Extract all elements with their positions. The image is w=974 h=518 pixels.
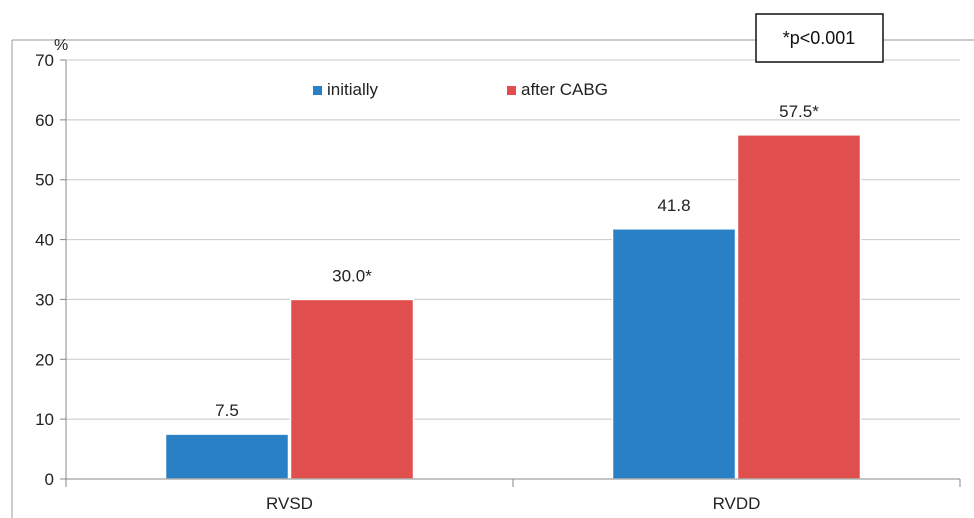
y-tick-label: 40 <box>35 231 54 250</box>
bar-rvsd-initially <box>164 433 290 480</box>
y-tick-label: 70 <box>35 51 54 70</box>
bar-rvsd-after-cabg <box>289 298 415 480</box>
data-label: 7.5 <box>215 401 239 420</box>
y-tick-label: 30 <box>35 290 54 309</box>
y-tick-label: 50 <box>35 171 54 190</box>
data-label: 30.0* <box>332 266 372 285</box>
legend-label: initially <box>327 80 379 99</box>
data-label: 41.8 <box>657 196 690 215</box>
significance-note-text: *p<0.001 <box>783 28 856 48</box>
data-label: 57.5* <box>779 102 819 121</box>
bar-rvdd-after-cabg <box>736 134 862 480</box>
legend: initially after CABG <box>313 80 608 99</box>
y-tick-label: 60 <box>35 111 54 130</box>
bars <box>164 134 862 480</box>
data-labels: 7.5 30.0* 41.8 57.5* <box>215 102 819 420</box>
legend-swatch <box>313 86 322 95</box>
significance-note-box <box>755 13 884 63</box>
legend-label: after CABG <box>521 80 608 99</box>
bar-rvdd-initially <box>611 228 737 480</box>
y-axis-unit-label: % <box>54 37 68 54</box>
y-tick-label: 0 <box>45 470 54 489</box>
x-axis-categories: RVSD RVDD <box>266 494 760 513</box>
significance-note: *p<0.001 <box>755 13 884 63</box>
y-tick-label: 10 <box>35 410 54 429</box>
y-tick-label: 20 <box>35 350 54 369</box>
x-axis <box>65 478 961 487</box>
legend-swatch <box>507 86 516 95</box>
x-category-label: RVSD <box>266 494 313 513</box>
y-axis-ticks: 0 10 20 30 40 50 60 70 <box>35 51 67 489</box>
x-category-label: RVDD <box>713 494 761 513</box>
chart-frame <box>11 39 974 518</box>
